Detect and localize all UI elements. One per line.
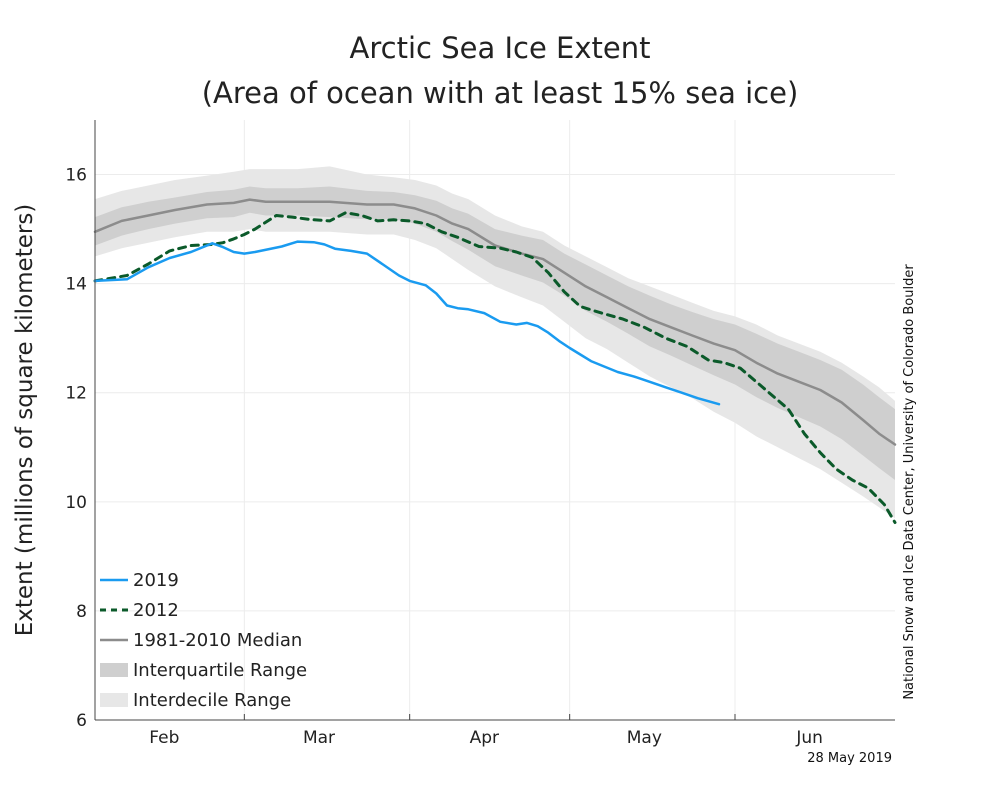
y-tick-label-6: 6 [76,711,87,731]
legend-label-2019: 2019 [133,570,179,591]
y-tick-label-14: 14 [65,275,87,295]
legend-label-1981-2010-median: 1981-2010 Median [133,630,302,651]
series-2012-line [93,211,897,524]
y-tick-label-16: 16 [65,166,87,186]
y-tick-label-8: 8 [76,602,87,622]
series-2019-line [93,240,721,406]
legend-label-interdecile-range: Interdecile Range [133,690,291,711]
chart-title-line-2: (Area of ocean with at least 15% sea ice… [202,76,799,110]
legend-label-interquartile-range: Interquartile Range [133,660,307,681]
data-lines [93,198,897,524]
range-bands [95,166,895,519]
y-axis-label: Extent (millions of square kilometers) [12,204,38,637]
x-tick-label-apr: Apr [470,728,499,748]
legend-swatch-interdecile-range [100,693,128,707]
legend-label-2012: 2012 [133,600,179,621]
axes [94,120,895,721]
x-tick-label-may: May [627,728,662,748]
y-tick-label-12: 12 [65,384,87,404]
y-tick-label-10: 10 [65,493,87,513]
x-tick-label-jun: Jun [795,728,823,748]
date-note: 28 May 2019 [807,751,892,766]
chart-title-line-1: Arctic Sea Ice Extent [350,31,651,65]
legend: 2019 2012 1981-2010 Median Interquartile Ra… [100,570,307,711]
x-tick-label-mar: Mar [303,728,335,748]
tick-labels: 6 8 10 12 14 16 Feb Mar Apr May Jun [65,166,823,748]
x-tick-label-feb: Feb [149,728,179,748]
interdecile-band [95,166,895,519]
legend-swatch-interquartile-range [100,663,128,677]
credit-text: National Snow and Ice Data Center, Unive… [902,264,917,700]
